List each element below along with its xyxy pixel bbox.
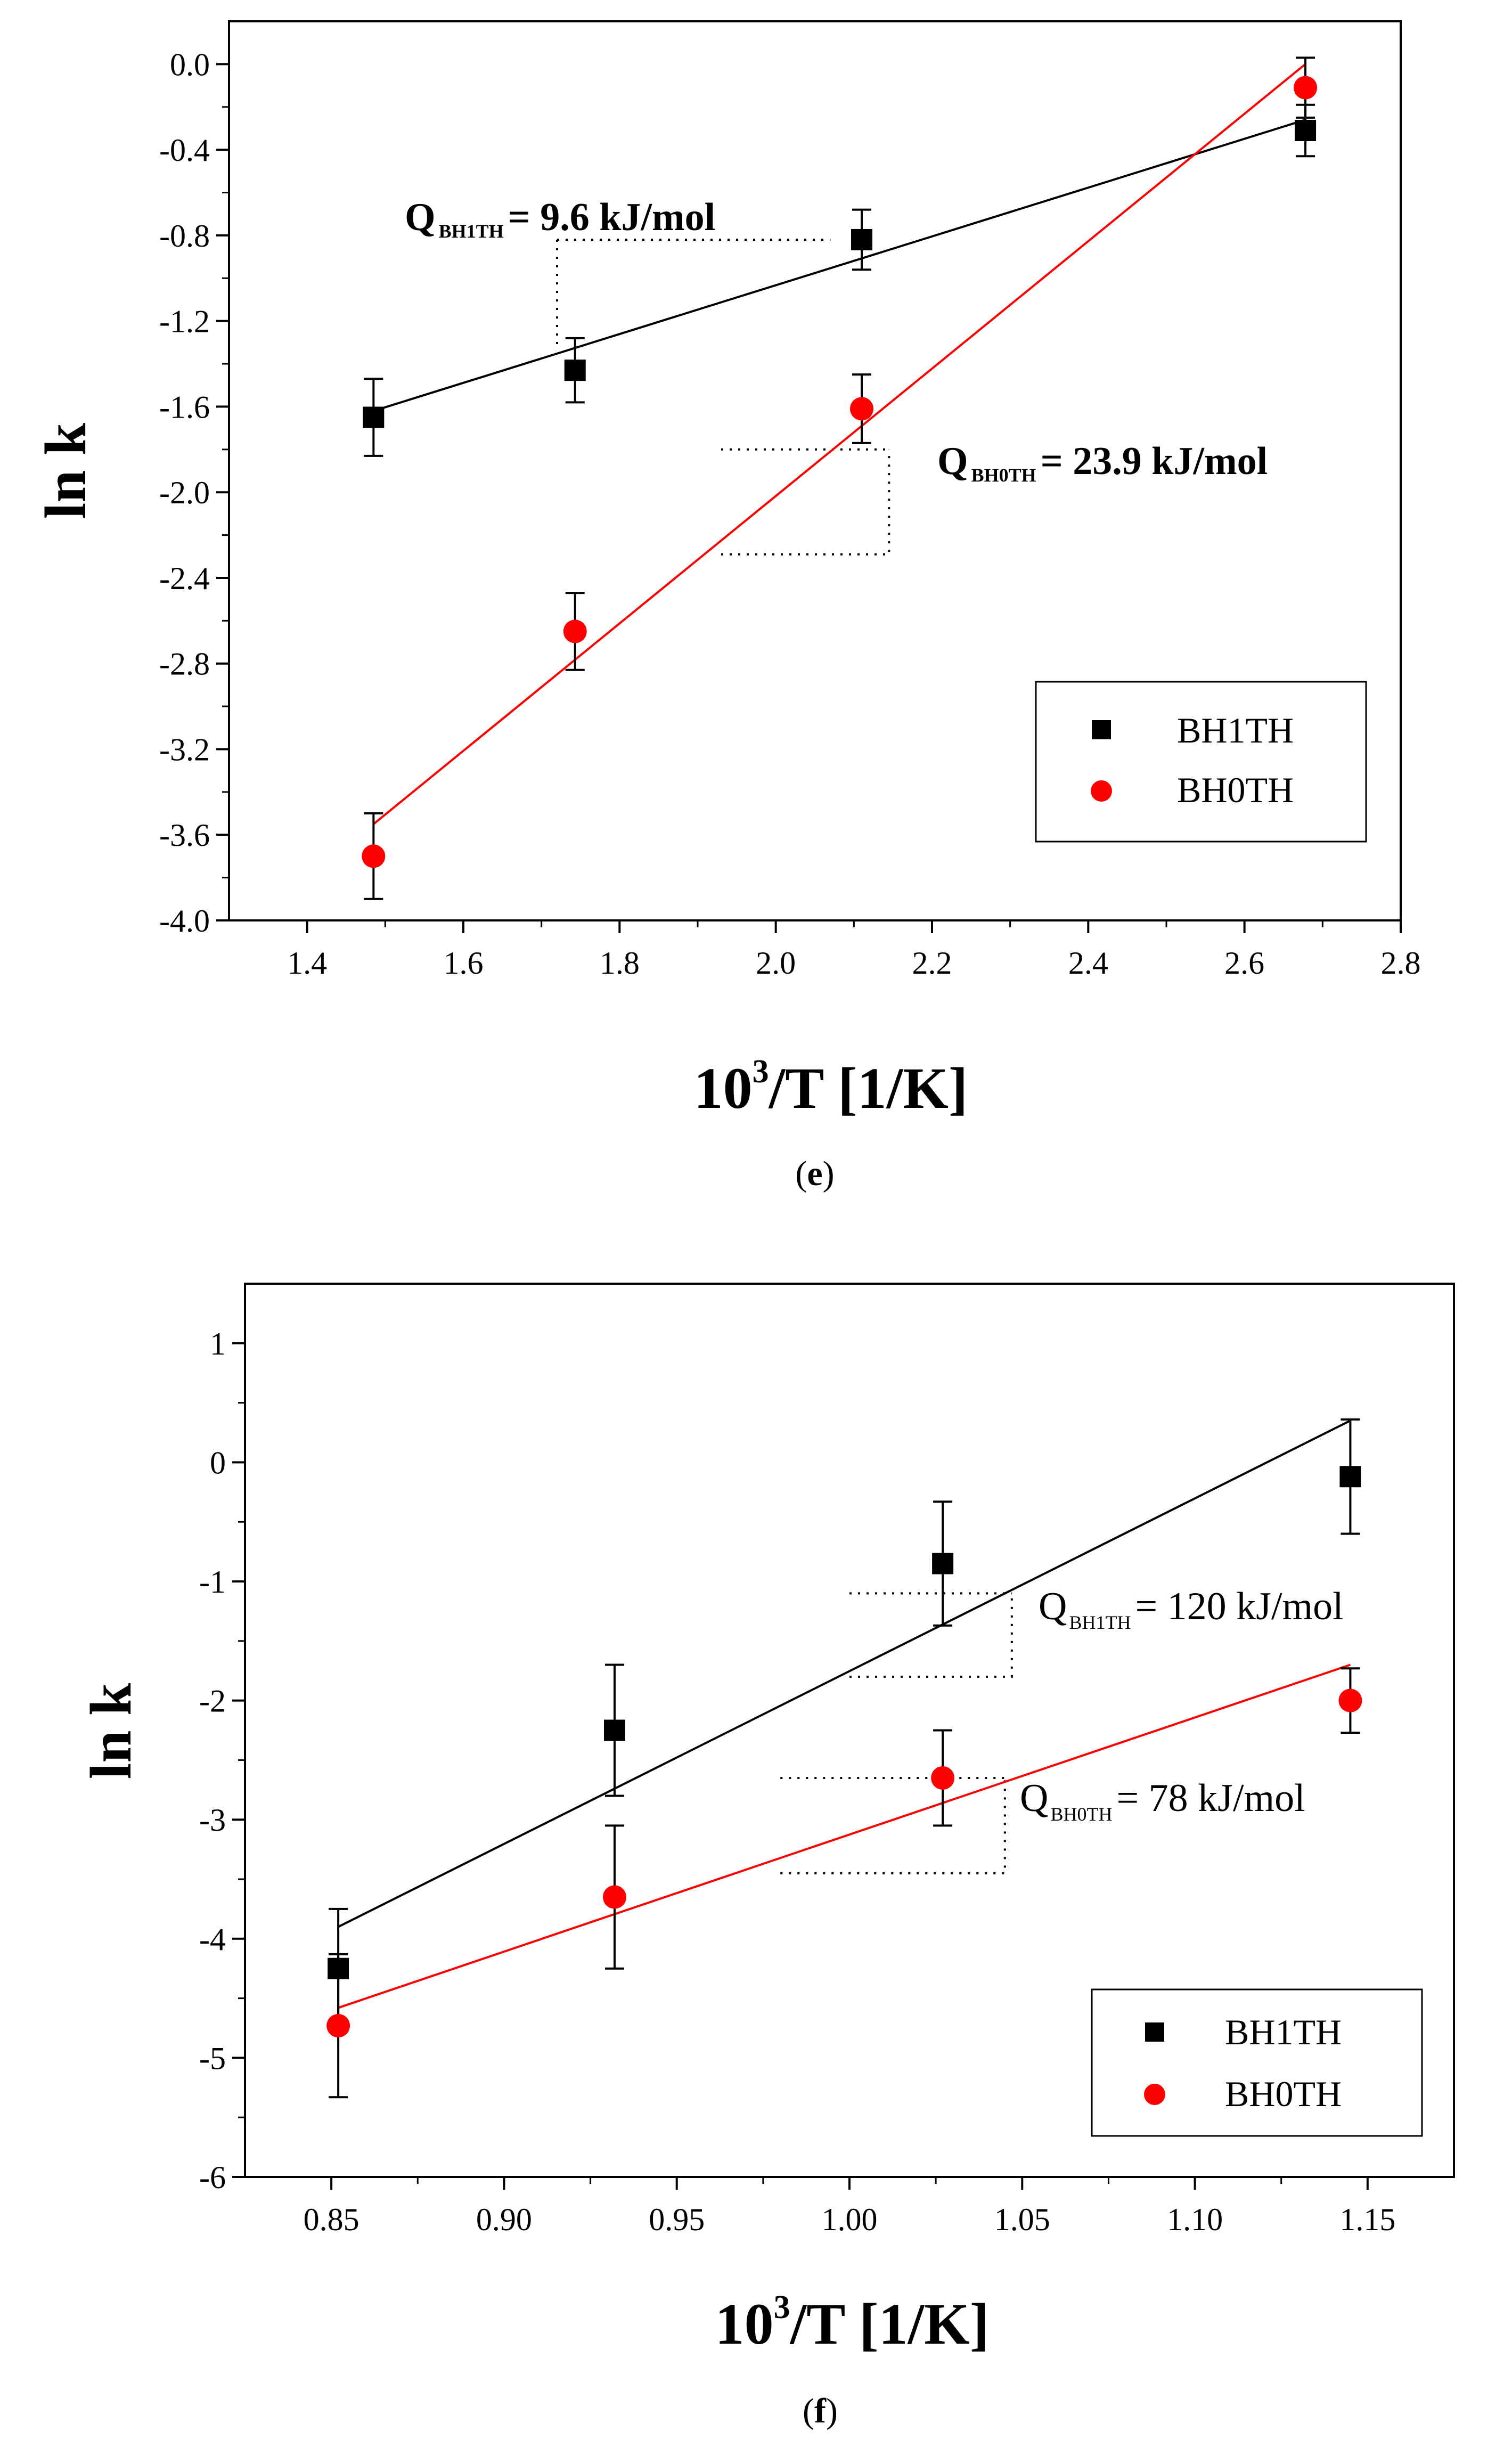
y-tick-label: -2.4 [159, 561, 210, 596]
x-tick-label: 2.2 [912, 945, 952, 981]
legend-label-bh1th: BH1TH [1177, 710, 1294, 751]
legend-label-bh0th: BH0TH [1225, 2074, 1342, 2114]
y-tick-label: -0.8 [159, 218, 210, 254]
point-bh1th [1295, 119, 1317, 141]
slope-triangles [780, 1592, 1013, 1874]
y-tick-label: -1.6 [159, 389, 210, 425]
y-tick-label: -3.2 [159, 732, 210, 767]
annotation-bh0th: Q BH0TH = 78 kJ/mol [1020, 1776, 1305, 1825]
annotation-bh1th: Q BH1TH = 9.6 kJ/mol [405, 195, 715, 242]
y-tick-label: -0.4 [159, 133, 210, 168]
fit-lines [338, 1420, 1351, 2009]
point-bh0th [602, 1885, 626, 1909]
plot-frame [228, 20, 1402, 921]
legend-box [1091, 1988, 1423, 2137]
panel-caption: (f) [803, 2392, 838, 2430]
x-tick-label: 2.0 [756, 945, 796, 981]
legend-marker-bh1th [1092, 720, 1111, 739]
slope-triangle-bh0th [721, 449, 890, 556]
legend-label-bh1th: BH1TH [1225, 2012, 1342, 2052]
x-axis-label: 103/T [1/K] [694, 1054, 968, 1121]
y-tick-label: -4.0 [159, 903, 210, 939]
x-tick-label: 1.4 [287, 945, 327, 981]
x-tick-label: 1.05 [994, 2202, 1050, 2237]
fit-line-bh0th [338, 1663, 1351, 2009]
x-tick-label: 2.6 [1224, 945, 1264, 981]
x-axis-label: 103/T [1/K] [715, 2289, 990, 2356]
panel-caption: (e) [795, 1154, 834, 1193]
x-tick-label: 1.8 [600, 945, 640, 981]
fit-line-bh1th [338, 1420, 1351, 1928]
y-tick-label: -3 [199, 1802, 226, 1838]
x-tick-label: 1.6 [444, 945, 484, 981]
point-bh1th [603, 1719, 625, 1741]
legend-label-bh0th: BH0TH [1177, 770, 1294, 810]
legend-box [1035, 681, 1367, 843]
y-tick-label: -6 [199, 2160, 226, 2195]
point-bh1th [564, 360, 586, 381]
x-tick-label: 1.15 [1339, 2202, 1395, 2237]
x-ticks: 0.85 0.90 0.95 1.00 1.05 1.10 1.15 [304, 2177, 1395, 2237]
slope-triangle-bh1th [849, 1593, 1013, 1678]
x-tick-label: 1.10 [1167, 2202, 1223, 2237]
point-bh1th [363, 406, 385, 428]
panel-e: 0.0 -0.4 -0.8 -1.2 -1.6 -2.0 -2.4 -2.8 -3.2 -3.6 -… [33, 20, 1421, 1193]
point-bh1th [328, 1957, 349, 1979]
legend-marker-bh0th [1091, 780, 1112, 802]
legend-marker-bh0th [1144, 2084, 1165, 2105]
y-tick-label: -4 [199, 1922, 226, 1957]
y-tick-label: 1 [210, 1326, 226, 1361]
point-bh0th [326, 2014, 350, 2038]
y-axis-label: ln k [78, 1683, 143, 1779]
point-bh0th [563, 619, 587, 643]
data-points [326, 1466, 1362, 2038]
legend: BH1TH BH0TH [1091, 1988, 1423, 2137]
y-tick-label: -5 [199, 2041, 226, 2076]
legend-marker-bh1th [1145, 2022, 1164, 2042]
x-ticks: 1.4 1.6 1.8 2.0 2.2 2.4 2.6 2.8 [287, 920, 1421, 981]
x-tick-label: 0.95 [649, 2202, 705, 2237]
y-tick-label: 0 [210, 1445, 226, 1480]
x-tick-label: 0.90 [476, 2202, 532, 2237]
point-bh0th [931, 1766, 955, 1790]
x-tick-label: 1.00 [822, 2202, 878, 2237]
point-bh0th [850, 397, 873, 421]
x-tick-label: 0.85 [304, 2202, 359, 2237]
point-bh1th [1339, 1466, 1361, 1488]
annotation-bh0th: Q BH0TH = 23.9 kJ/mol [937, 439, 1268, 486]
fit-line-bh0th [373, 63, 1306, 825]
fit-line-bh1th [373, 118, 1306, 412]
legend: BH1TH BH0TH [1035, 681, 1367, 843]
point-bh0th [1294, 76, 1318, 100]
point-bh0th [362, 844, 386, 868]
y-tick-label: 0.0 [170, 47, 210, 82]
x-tick-label: 2.4 [1068, 945, 1108, 981]
point-bh1th [851, 229, 872, 250]
y-tick-label: -1.2 [159, 304, 210, 339]
point-bh1th [932, 1553, 954, 1575]
data-points [362, 76, 1318, 868]
fit-lines [373, 63, 1306, 825]
y-tick-label: -2.8 [159, 647, 210, 682]
x-tick-label: 2.8 [1381, 945, 1421, 981]
slope-triangles [556, 238, 890, 556]
y-tick-label: -3.6 [159, 818, 210, 853]
point-bh0th [1338, 1688, 1362, 1712]
annotation-bh1th: Q BH1TH = 120 kJ/mol [1039, 1585, 1344, 1633]
y-tick-label: -2.0 [159, 475, 210, 510]
panel-f: 1 0 -1 -2 -3 -4 -5 -6 0.85 0.90 0.95 1.00 1.05 1.10 1… [78, 1283, 1455, 2430]
y-axis-label: ln k [33, 422, 98, 519]
y-ticks: 1 0 -1 -2 -3 -4 -5 -6 [199, 1326, 245, 2195]
y-ticks: 0.0 -0.4 -0.8 -1.2 -1.6 -2.0 -2.4 -2.8 -3.2 -3.6 -… [159, 47, 229, 939]
y-tick-label: -2 [199, 1684, 226, 1719]
y-tick-label: -1 [199, 1564, 226, 1600]
